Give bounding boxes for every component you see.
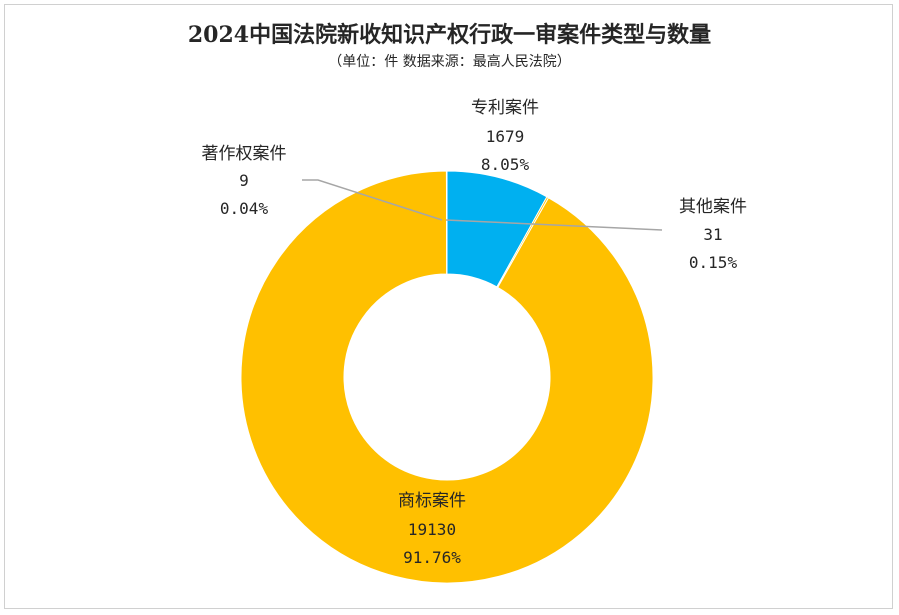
label-trademark-percent: 91.76% (403, 548, 461, 567)
slice-trademark (240, 170, 654, 584)
label-other-name: 其他案件 (679, 197, 747, 217)
label-copyright-value: 9 (239, 171, 249, 190)
label-patent-value: 1679 (486, 127, 525, 146)
label-patent-name: 专利案件 (471, 98, 539, 118)
leader-line-other (445, 219, 663, 231)
label-other-percent: 0.15% (689, 253, 738, 272)
slice-copyright (445, 170, 448, 275)
label-patent-percent: 8.05% (481, 155, 530, 174)
label-copyright-name: 著作权案件 (202, 144, 287, 164)
leader-line-copyright (302, 179, 443, 221)
label-copyright-percent: 0.04% (220, 199, 269, 218)
label-trademark-value: 19130 (408, 520, 456, 539)
chart-subtitle: （单位：件 数据来源：最高人民法院） (328, 54, 571, 70)
chart-title: 2024中国法院新收知识产权行政一审案件类型与数量 (187, 22, 712, 48)
label-trademark-name: 商标案件 (398, 491, 466, 511)
label-other-value: 31 (703, 225, 722, 244)
